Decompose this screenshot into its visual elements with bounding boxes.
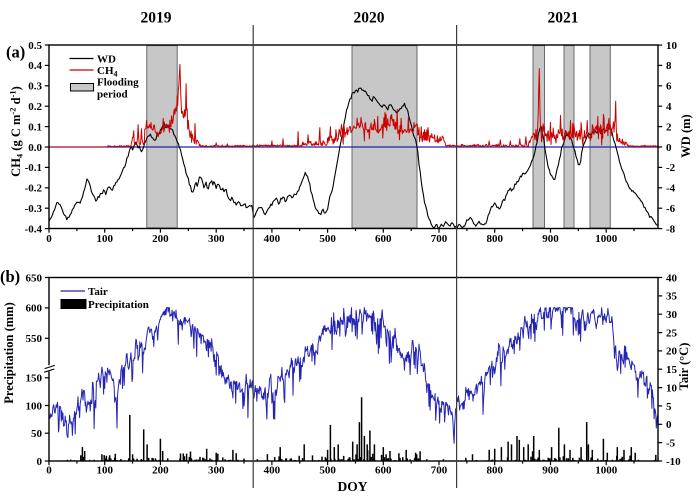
svg-text:-5: -5 [666, 437, 676, 449]
svg-text:100: 100 [96, 233, 113, 245]
svg-text:CH4: CH4 [97, 65, 118, 79]
svg-text:Tair: Tair [88, 286, 108, 298]
svg-text:300: 300 [208, 465, 225, 477]
svg-text:period: period [97, 89, 128, 101]
svg-text:40: 40 [666, 272, 678, 284]
svg-text:4: 4 [666, 101, 672, 113]
svg-text:600: 600 [26, 303, 43, 315]
svg-text:0.3: 0.3 [28, 81, 42, 93]
svg-text:Flooding: Flooding [97, 77, 139, 89]
svg-text:-4: -4 [666, 183, 676, 195]
svg-text:5: 5 [666, 401, 672, 413]
svg-text:0.4: 0.4 [28, 60, 42, 72]
svg-text:(a): (a) [6, 43, 25, 62]
svg-text:15: 15 [666, 364, 678, 376]
svg-text:400: 400 [264, 233, 281, 245]
svg-text:0: 0 [46, 465, 52, 477]
svg-text:600: 600 [375, 233, 392, 245]
svg-text:Tair (°C): Tair (°C) [677, 343, 691, 391]
svg-text:-0.1: -0.1 [25, 162, 42, 174]
svg-text:0.5: 0.5 [28, 40, 42, 52]
svg-text:500: 500 [319, 465, 336, 477]
svg-text:200: 200 [152, 233, 169, 245]
svg-text:WD (m): WD (m) [679, 114, 693, 157]
svg-text:0.1: 0.1 [28, 121, 42, 133]
svg-text:CH4 (g C m-2 d-1): CH4 (g C m-2 d-1) [8, 86, 25, 177]
svg-text:-0.2: -0.2 [25, 183, 43, 195]
svg-text:35: 35 [666, 291, 678, 303]
svg-text:650: 650 [26, 272, 43, 284]
svg-text:2019: 2019 [141, 10, 172, 27]
svg-text:Precipitation: Precipitation [88, 299, 149, 311]
svg-text:500: 500 [319, 233, 336, 245]
svg-text:1000: 1000 [595, 233, 618, 245]
svg-text:8: 8 [666, 60, 672, 72]
svg-text:200: 200 [152, 465, 169, 477]
svg-text:1000: 1000 [595, 465, 618, 477]
svg-text:400: 400 [264, 465, 281, 477]
svg-text:10: 10 [666, 382, 678, 394]
svg-text:2020: 2020 [354, 10, 385, 27]
svg-text:0.0: 0.0 [28, 142, 42, 154]
svg-text:550: 550 [26, 333, 43, 345]
svg-text:900: 900 [542, 233, 559, 245]
svg-text:0: 0 [666, 142, 672, 154]
svg-text:2021: 2021 [548, 10, 579, 27]
svg-text:800: 800 [486, 233, 503, 245]
svg-text:0: 0 [666, 419, 672, 431]
svg-text:700: 700 [431, 233, 448, 245]
svg-text:(b): (b) [0, 267, 20, 286]
svg-text:0.2: 0.2 [28, 101, 42, 113]
svg-text:150: 150 [26, 373, 43, 385]
svg-text:25: 25 [666, 327, 678, 339]
svg-text:800: 800 [486, 465, 503, 477]
svg-text:700: 700 [431, 465, 448, 477]
svg-text:50: 50 [31, 428, 43, 440]
svg-text:Precipitation (mm): Precipitation (mm) [2, 302, 16, 403]
svg-text:-2: -2 [666, 162, 676, 174]
svg-text:-0.4: -0.4 [25, 223, 43, 235]
svg-text:-6: -6 [666, 203, 676, 215]
svg-text:0: 0 [46, 233, 52, 245]
svg-text:100: 100 [26, 400, 43, 412]
svg-text:-10: -10 [666, 456, 681, 468]
svg-text:-0.3: -0.3 [25, 203, 43, 215]
svg-text:6: 6 [666, 81, 672, 93]
svg-text:600: 600 [375, 465, 392, 477]
svg-text:-8: -8 [666, 223, 676, 235]
svg-text:WD: WD [97, 54, 116, 66]
svg-text:300: 300 [208, 233, 225, 245]
svg-text:0: 0 [37, 456, 43, 468]
svg-text:2: 2 [666, 121, 672, 133]
svg-text:100: 100 [96, 465, 113, 477]
svg-text:10: 10 [666, 40, 678, 52]
svg-text:DOY: DOY [338, 479, 368, 494]
svg-text:20: 20 [666, 346, 678, 358]
svg-text:900: 900 [542, 465, 559, 477]
svg-text:30: 30 [666, 309, 678, 321]
